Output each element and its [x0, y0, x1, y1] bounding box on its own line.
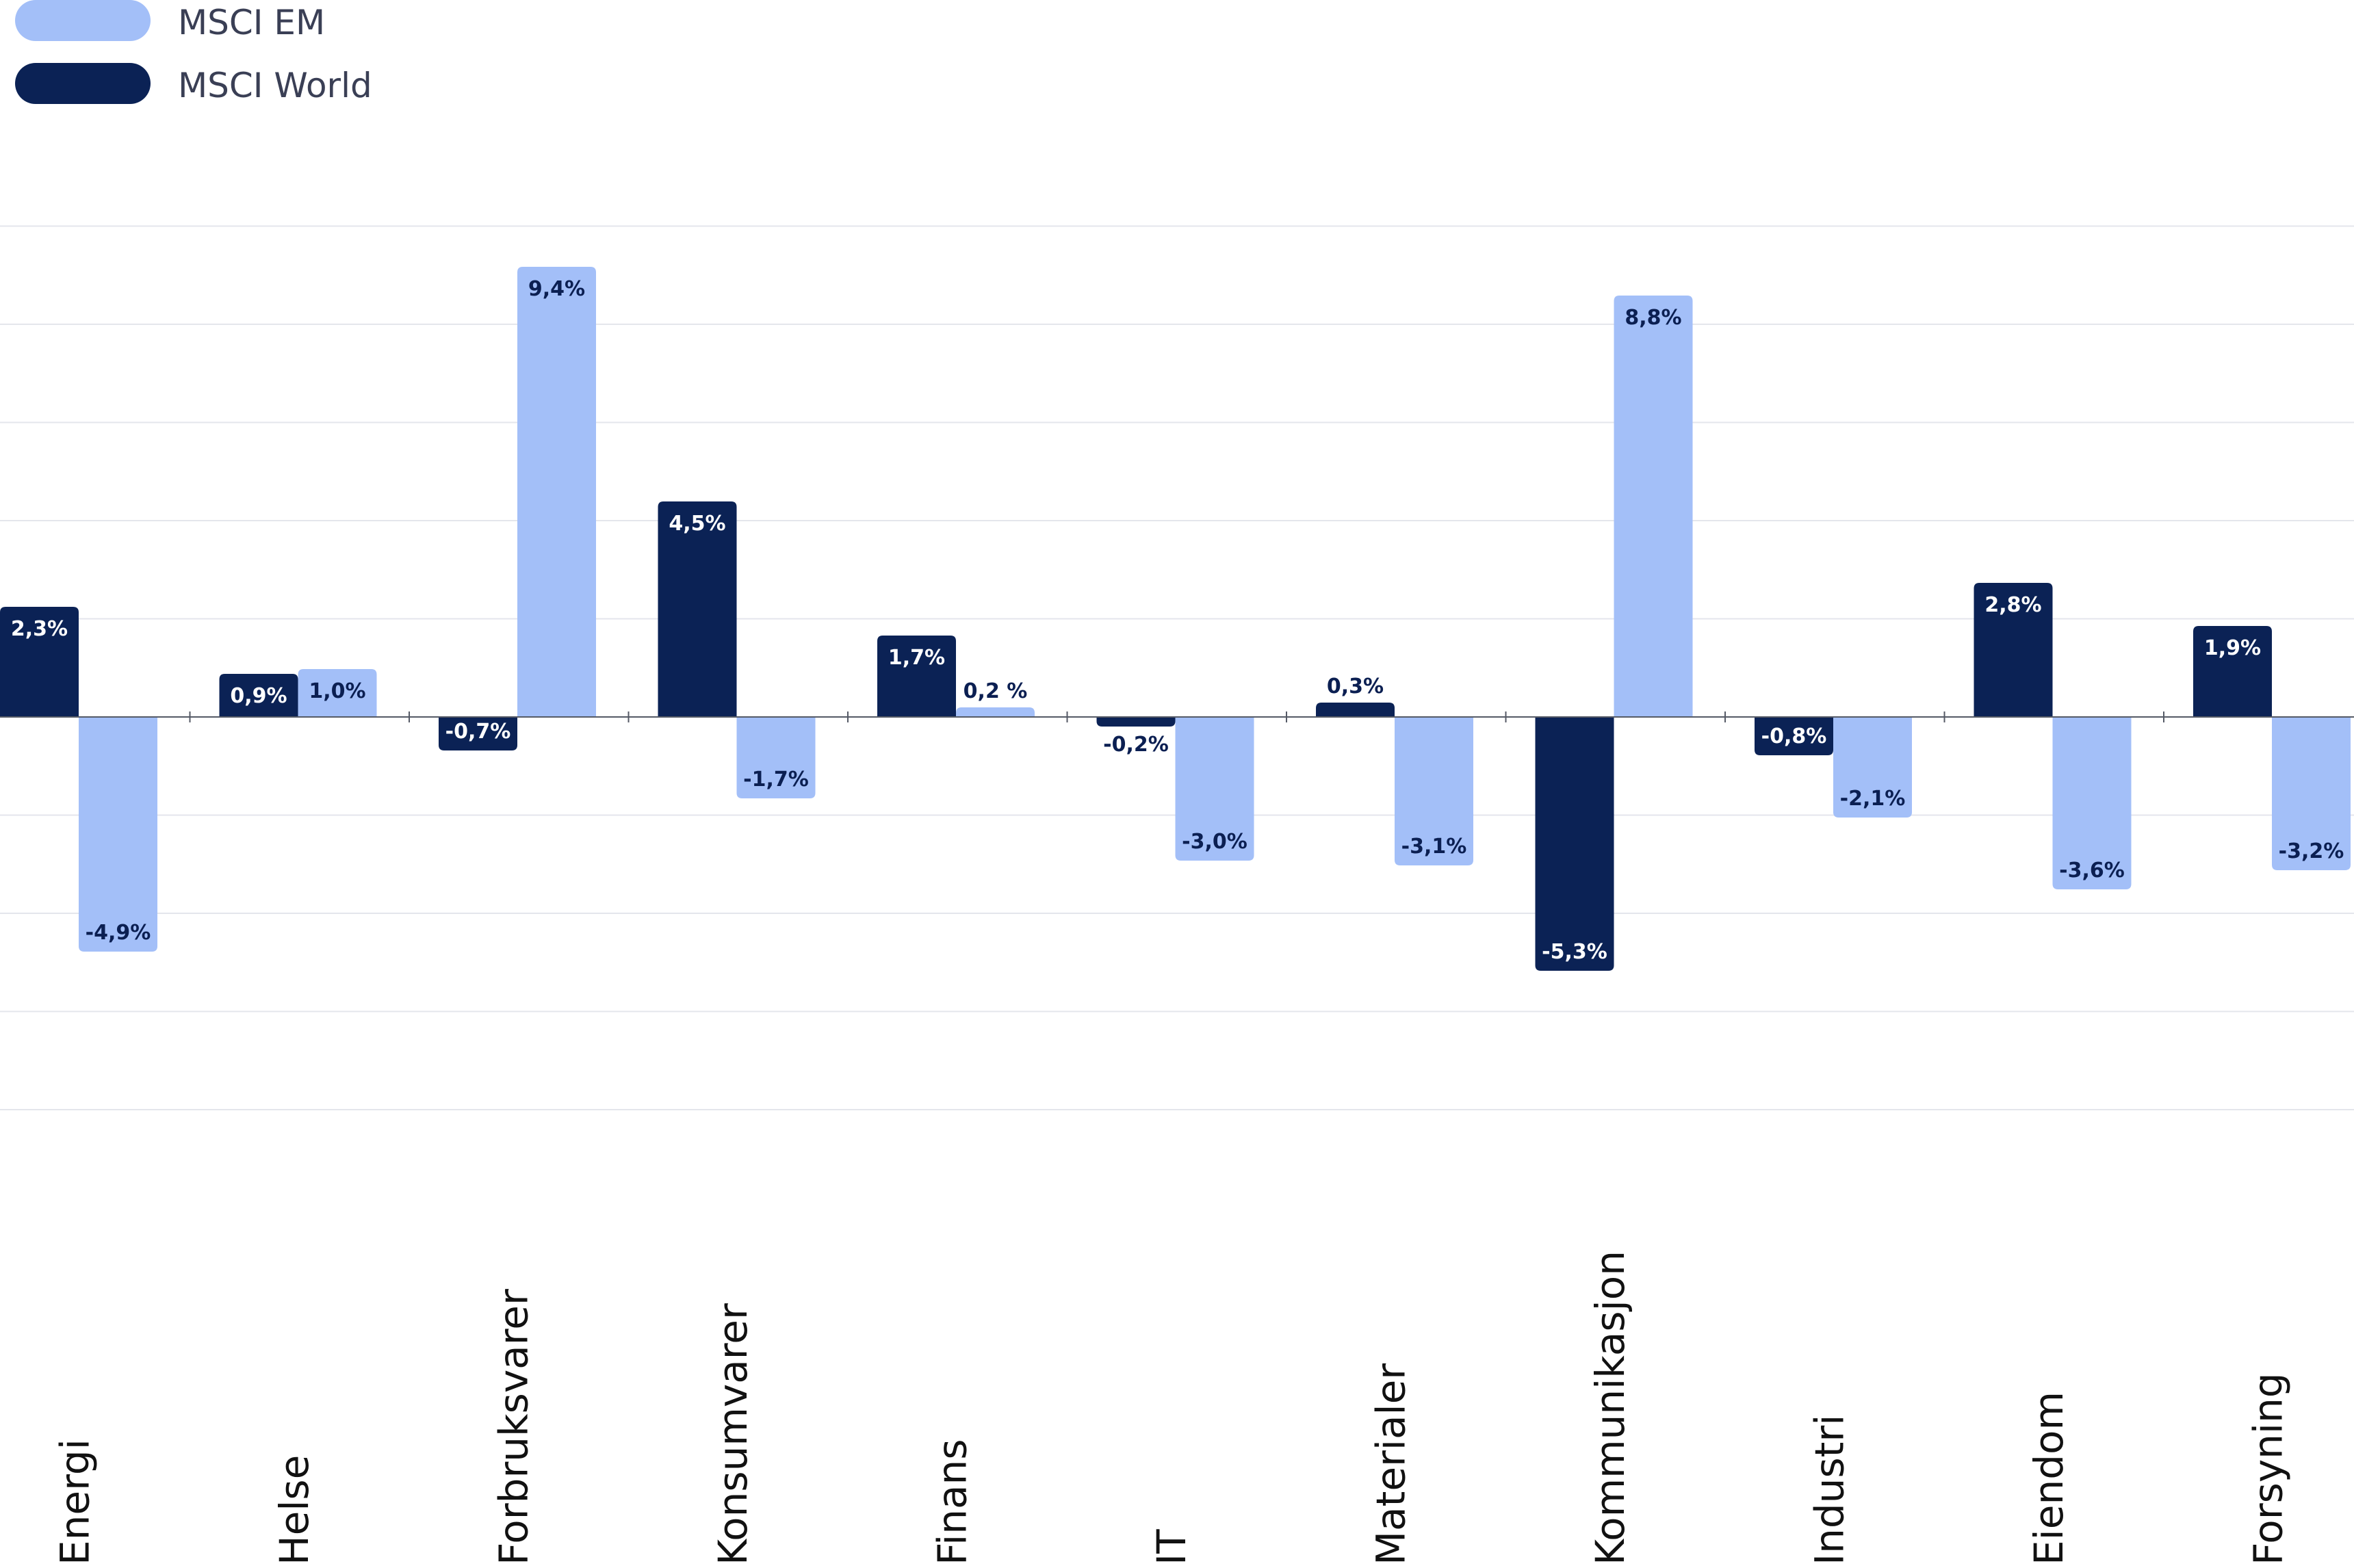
legend-swatch-msci-em	[15, 0, 151, 41]
category-label-energi: Energi	[51, 1439, 98, 1565]
bar-msci-em-10	[2272, 717, 2351, 870]
category-label-forbruksvarer: Forbruksvarer	[490, 1289, 536, 1565]
category-label-industri: Industri	[1806, 1415, 1852, 1565]
bar-label-msci-world-6: 0,3%	[1327, 675, 1384, 698]
bar-msci-em-6	[1395, 717, 1473, 865]
bar-label-msci-em-6: -3,1%	[1401, 835, 1467, 859]
bar-label-msci-em-5: -3,0%	[1182, 830, 1247, 854]
bar-label-msci-em-7: 8,8%	[1625, 306, 1681, 330]
bar-value-labels: 2,3% -4,9% 0,9% 1,0% -0,7% 9,4% 4,5% -1,7% 1,7% 0…	[11, 277, 2344, 964]
legend-label-msci-world: MSCI World	[178, 66, 372, 105]
bar-msci-em-5	[1175, 717, 1254, 861]
bar-msci-world-8	[1755, 717, 1833, 755]
category-labels: Energi Helse Forbruksvarer Konsumvarer Finan…	[51, 1251, 2291, 1565]
legend: MSCI EM MSCI World	[15, 0, 372, 105]
bar-label-msci-world-7: -5,3%	[1542, 940, 1607, 964]
bar-label-msci-em-2: 9,4%	[528, 277, 585, 301]
bar-label-msci-world-3: 4,5%	[669, 512, 725, 536]
bar-msci-em-8	[1833, 717, 1912, 818]
category-label-konsumvarer: Konsumvarer	[710, 1303, 756, 1565]
bar-msci-world-7	[1535, 717, 1614, 971]
bar-label-msci-world-1: 0,9%	[230, 684, 287, 708]
bar-msci-world-9	[1974, 583, 2053, 717]
gridlines	[0, 225, 2354, 1110]
bar-msci-world-3	[658, 501, 737, 717]
bar-label-msci-world-10: 1,9%	[2204, 636, 2261, 660]
bar-label-msci-world-9: 2,8%	[1984, 593, 2041, 617]
bar-msci-world-0	[0, 607, 79, 717]
bar-msci-world-4	[877, 636, 956, 717]
bar-label-msci-world-2: -0,7%	[445, 720, 511, 744]
bar-label-msci-em-9: -3,6%	[2059, 859, 2125, 883]
bar-label-msci-world-5: -0,2%	[1103, 733, 1169, 757]
bar-msci-world-10	[2193, 626, 2272, 717]
category-label-helse: Helse	[271, 1455, 318, 1565]
bar-msci-world-5	[1096, 717, 1176, 727]
bar-msci-world-1	[219, 674, 298, 717]
bar-label-msci-em-10: -3,2%	[2279, 839, 2344, 863]
category-label-finans: Finans	[929, 1439, 975, 1565]
category-label-forsyning: Forsyning	[2245, 1372, 2291, 1565]
bars	[0, 267, 2351, 971]
legend-swatch-msci-world	[15, 63, 151, 104]
bar-msci-em-1	[298, 669, 377, 717]
bar-msci-world-6	[1316, 703, 1395, 717]
bar-msci-em-3	[736, 717, 816, 798]
bar-msci-em-9	[2052, 717, 2132, 889]
bar-label-msci-world-8: -0,8%	[1761, 724, 1827, 748]
category-label-it: IT	[1148, 1529, 1195, 1565]
bar-msci-em-0	[79, 717, 157, 952]
category-label-eiendom: Eiendom	[2026, 1391, 2072, 1565]
bar-label-msci-world-0: 2,3%	[11, 617, 68, 641]
x-axis	[0, 711, 2354, 722]
category-label-materialer: Materialer	[1367, 1363, 1414, 1565]
category-label-kommunikasjon: Kommunikasjon	[1587, 1251, 1633, 1565]
bar-label-msci-em-3: -1,7%	[743, 768, 809, 792]
bar-label-msci-em-4: 0,2 %	[963, 679, 1028, 703]
bar-msci-em-7	[1614, 296, 1693, 717]
bar-msci-world-2	[439, 717, 517, 750]
bar-label-msci-em-0: -4,9%	[86, 921, 151, 945]
bar-msci-em-2	[517, 267, 596, 717]
bar-label-msci-em-1: 1,0%	[309, 679, 365, 703]
bar-label-msci-world-4: 1,7%	[888, 646, 945, 670]
bar-msci-em-4	[956, 707, 1035, 717]
bar-label-msci-em-8: -2,1%	[1840, 787, 1906, 811]
legend-label-msci-em: MSCI EM	[178, 3, 325, 42]
